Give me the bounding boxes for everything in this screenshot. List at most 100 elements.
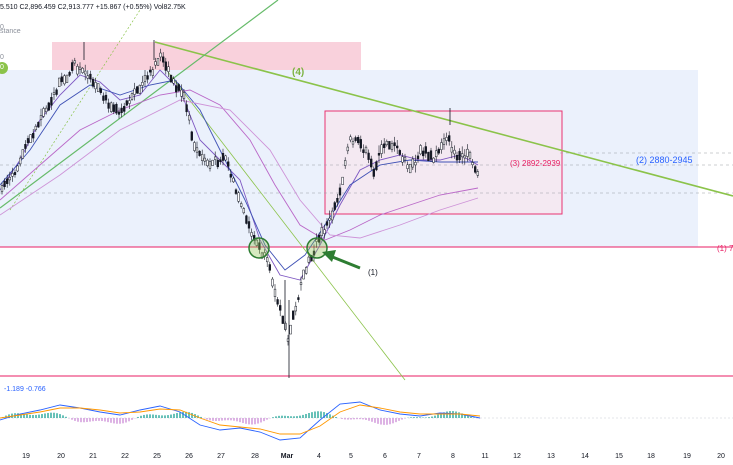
oscillator-bar	[386, 418, 388, 425]
zone-3-label[interactable]: (3) 2892-2939	[510, 159, 561, 168]
level-1-label[interactable]: (1) 7	[717, 244, 733, 253]
oscillator-bar	[449, 411, 451, 418]
arrow-1-label[interactable]: (1)	[368, 268, 378, 277]
candle-body	[84, 70, 87, 75]
candle-body	[279, 305, 282, 311]
oscillator-bar	[248, 418, 250, 425]
oscillator-bar	[173, 413, 175, 418]
candle-body	[125, 100, 128, 106]
oscillator-bar	[41, 414, 43, 418]
candle-body	[411, 158, 414, 168]
touch-circle-1[interactable]	[248, 237, 270, 259]
candle-body	[474, 166, 477, 173]
oscillator-bar	[341, 418, 343, 419]
oscillator-bar	[425, 417, 427, 418]
arrow-icon[interactable]	[322, 250, 361, 270]
oscillator-bar	[164, 415, 166, 418]
oscillator-bar	[224, 418, 226, 421]
oscillator-bar	[350, 418, 352, 420]
oscillator-bar	[368, 418, 370, 421]
candle-body	[164, 61, 167, 71]
candle-body	[234, 189, 238, 194]
candle-body	[463, 155, 466, 159]
time-axis-tick: 11	[481, 453, 489, 460]
oscillator-bar	[86, 418, 88, 423]
oscillator-bar	[437, 414, 439, 418]
candlesticks	[0, 40, 479, 378]
oscillator-bar	[137, 416, 139, 418]
candle-body	[146, 75, 149, 80]
oscillator-bar	[416, 417, 418, 418]
trendline-rising[interactable]	[0, 0, 279, 209]
candle-body	[237, 192, 240, 202]
time-axis-tick: 19	[683, 453, 691, 460]
oscillator-bar	[428, 417, 430, 418]
oscillator-pane[interactable]	[0, 401, 733, 441]
oscillator-bar	[92, 418, 94, 422]
oscillator-bar	[140, 415, 142, 418]
trendline-falling[interactable]	[167, 71, 406, 381]
oscillator-bar	[455, 411, 457, 418]
candle-body	[136, 86, 139, 94]
candle-body	[229, 174, 232, 178]
candle-body	[419, 145, 422, 155]
candle-body	[107, 102, 110, 109]
candle-body	[162, 56, 165, 63]
oscillator-bar	[461, 413, 463, 418]
oscillator-bar	[398, 418, 400, 421]
candle-body	[390, 143, 394, 150]
oscillator-bar	[107, 418, 109, 423]
wave-badge-icon[interactable]: 0	[0, 62, 8, 74]
candle-body	[268, 264, 271, 271]
oscillator-bar	[209, 418, 211, 421]
candle-body	[16, 165, 19, 172]
oscillator-bar	[239, 418, 241, 423]
oscillator-bar	[230, 418, 232, 421]
indicator-label-2[interactable]: stance	[0, 28, 21, 35]
oscillator-bar	[104, 418, 106, 422]
candle-body	[476, 171, 479, 176]
oscillator-bar	[188, 412, 190, 418]
oscillator-bar	[155, 414, 157, 418]
wave-4-label[interactable]: (4)	[292, 67, 305, 78]
candle-body	[432, 157, 435, 163]
time-axis-tick: Mar	[280, 453, 294, 460]
candle-body	[276, 299, 279, 305]
candle-body	[50, 97, 53, 106]
candle-body	[409, 163, 412, 174]
candle-body	[42, 108, 45, 117]
candle-body	[297, 297, 300, 300]
candle-body	[37, 121, 40, 128]
candle-body	[328, 217, 331, 221]
candle-body	[47, 102, 50, 111]
candle-body	[455, 154, 459, 161]
oscillator-bar	[467, 415, 469, 418]
candle-body	[302, 269, 305, 280]
candle-body	[388, 141, 391, 150]
oscillator-bar	[119, 418, 121, 424]
oscillator-bar	[128, 418, 130, 422]
candle-body	[39, 115, 43, 120]
candle-body	[333, 202, 336, 210]
range-box-3[interactable]	[324, 110, 563, 215]
candle-body	[341, 176, 344, 185]
oscillator-bar	[122, 418, 124, 424]
candle-body	[78, 66, 82, 70]
oscillator-bar	[83, 418, 85, 423]
candle-body	[377, 152, 381, 156]
trendline-4[interactable]	[154, 41, 733, 197]
oscillator-bar	[80, 418, 82, 423]
candle-body	[203, 157, 206, 162]
candle-body	[240, 203, 243, 207]
candle-body	[253, 235, 256, 241]
touch-circle-2[interactable]	[306, 237, 328, 259]
candle-body	[141, 82, 144, 86]
time-axis-tick: 25	[153, 453, 161, 460]
oscillator-bar	[443, 412, 445, 418]
candle-body	[130, 93, 134, 100]
candle-body	[94, 82, 97, 90]
indicator-label-1[interactable]: 0	[0, 24, 4, 31]
zone-2-label[interactable]: (2) 2880-2945	[636, 155, 693, 165]
indicator-label-3[interactable]: 0	[0, 54, 4, 61]
